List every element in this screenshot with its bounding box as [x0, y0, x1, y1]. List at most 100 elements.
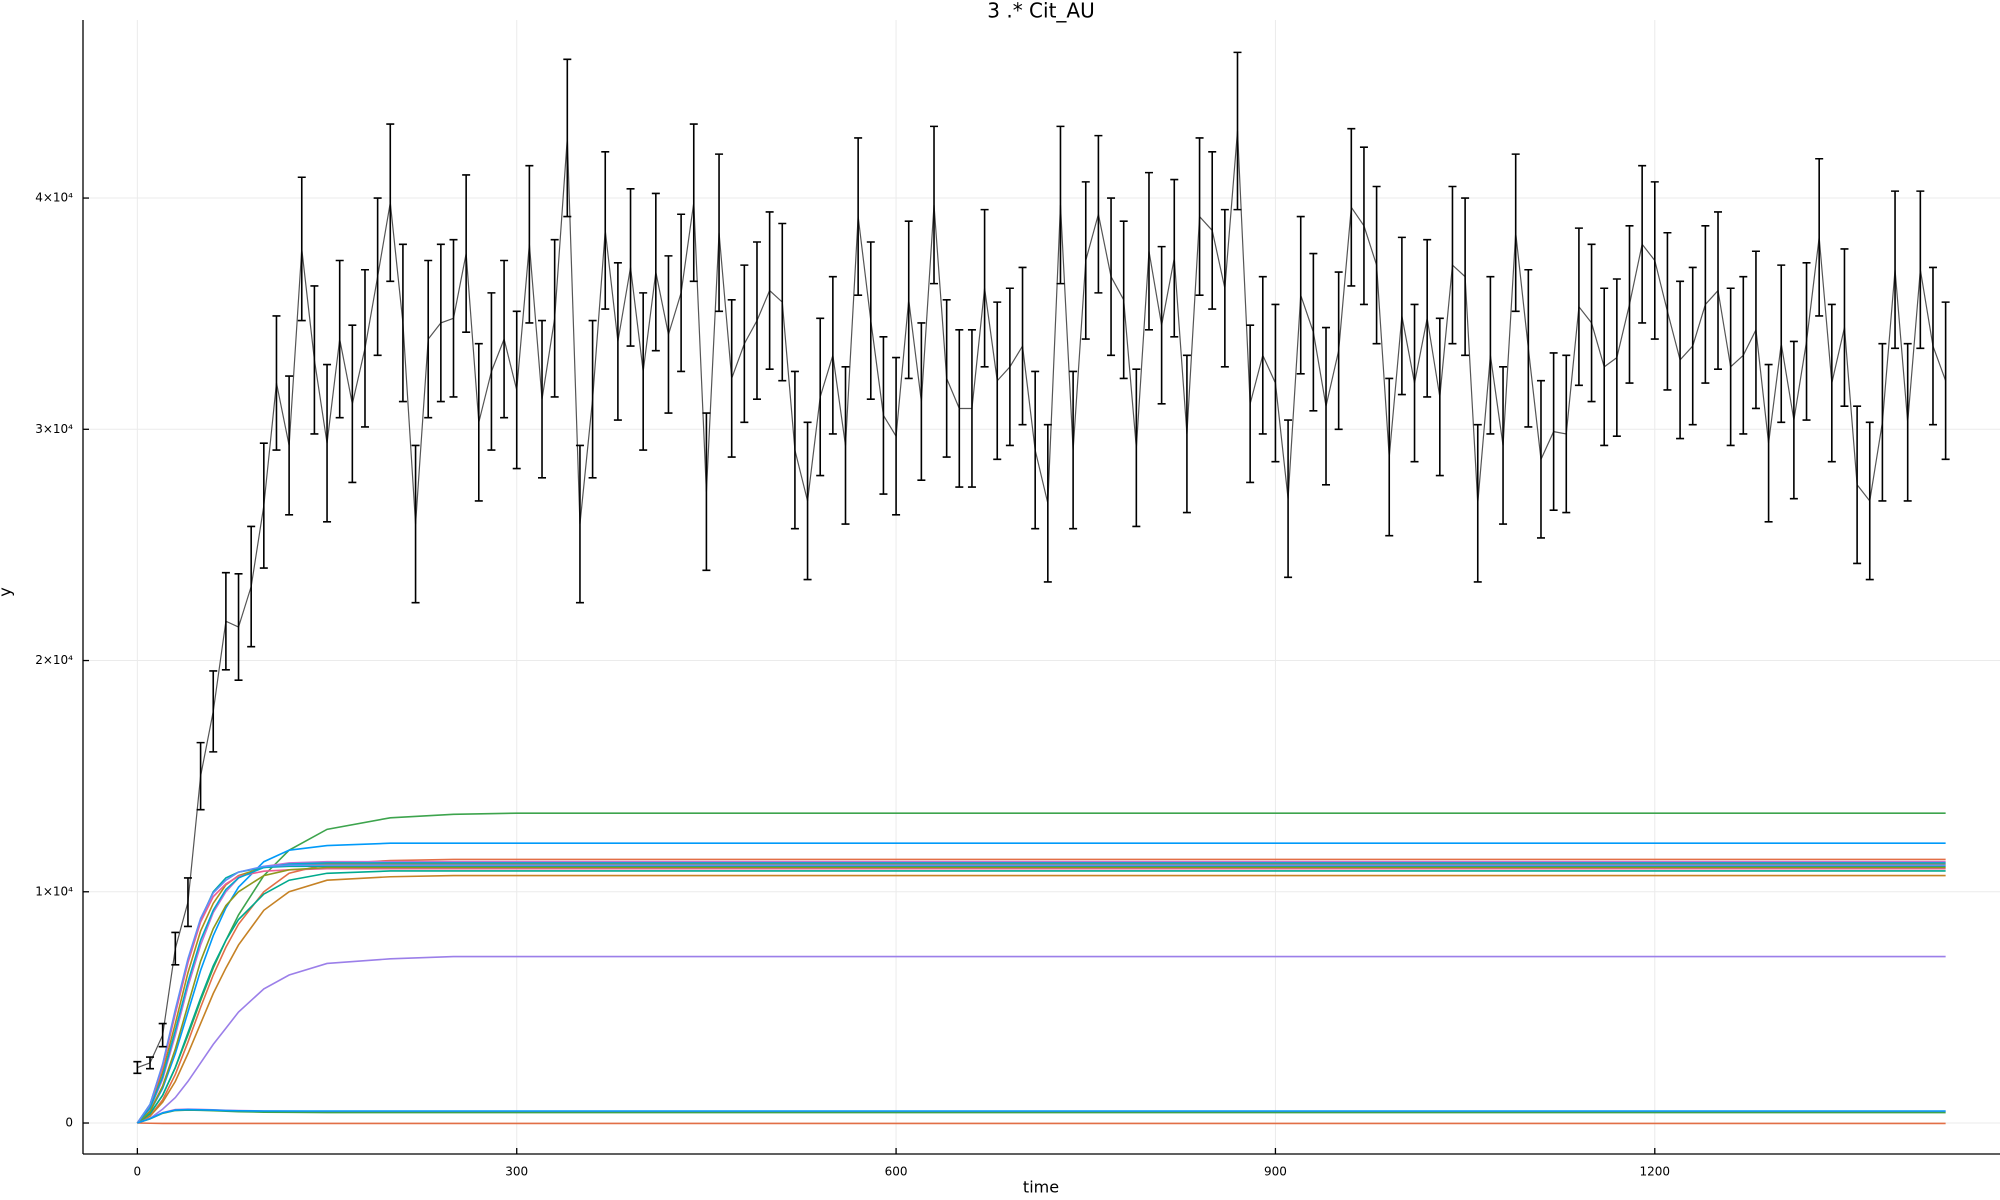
error-bar	[778, 222, 787, 382]
error-bar	[1081, 181, 1090, 340]
error-bar	[171, 931, 180, 966]
series-line	[137, 1109, 1946, 1124]
error-bar	[146, 1056, 155, 1070]
series-line	[136, 863, 1946, 1124]
error-bar	[1309, 252, 1318, 412]
error-bar	[1284, 419, 1293, 579]
error-bar	[790, 370, 799, 530]
error-bar	[1815, 157, 1824, 317]
error-bar	[1069, 370, 1078, 530]
error-bar	[1878, 342, 1887, 502]
error-bar	[1043, 423, 1052, 583]
error-bar	[335, 259, 344, 419]
error-bar	[1410, 303, 1419, 463]
error-bar	[1524, 268, 1533, 428]
x-tick-label: 1200	[1640, 1165, 1671, 1179]
error-bar	[474, 342, 483, 502]
error-bar	[752, 241, 761, 401]
error-bar	[1941, 301, 1950, 461]
error-bar	[373, 197, 382, 357]
error-bar	[209, 670, 218, 753]
error-bar	[259, 442, 268, 569]
series-line	[136, 865, 1946, 1124]
error-bar	[221, 571, 230, 671]
y-axis-label: y	[0, 587, 15, 596]
error-bar	[639, 292, 648, 451]
error-bar	[1536, 379, 1545, 539]
error-bar	[133, 1060, 142, 1075]
series-line	[136, 870, 1946, 1124]
error-bar	[942, 299, 951, 458]
error-bar	[980, 208, 989, 368]
error-bar	[1385, 377, 1394, 537]
error-bar	[158, 1022, 167, 1048]
error-bar	[1018, 266, 1027, 426]
y-tick-label: 1×10⁴	[35, 884, 73, 898]
error-bar	[348, 324, 357, 484]
error-bar	[1246, 324, 1255, 484]
error-bar	[272, 315, 281, 451]
error-bar	[297, 176, 306, 322]
error-bar	[575, 444, 584, 604]
error-bar	[841, 366, 850, 525]
error-bar	[626, 188, 635, 347]
error-bar	[1031, 370, 1040, 530]
error-bar	[1208, 151, 1217, 310]
error-bar	[1928, 266, 1937, 426]
error-bar	[1271, 303, 1280, 463]
error-bar	[1714, 211, 1723, 370]
error-bar	[550, 238, 559, 398]
error-bar	[1562, 354, 1571, 514]
error-bar	[234, 573, 243, 681]
x-tick-label: 600	[885, 1165, 908, 1179]
error-bar	[993, 301, 1002, 461]
error-bar	[1499, 366, 1508, 525]
error-bar	[601, 151, 610, 310]
error-bar	[1853, 405, 1862, 565]
chart-title: 3 .* Cit_AU	[987, 0, 1094, 23]
series-line	[136, 842, 1946, 1124]
error-bar	[1334, 271, 1343, 431]
error-bar	[1258, 275, 1267, 435]
error-bar	[1574, 227, 1583, 387]
error-bar	[1802, 262, 1811, 421]
error-bar	[1372, 185, 1381, 345]
error-bar	[1549, 352, 1558, 512]
error-bar	[1056, 125, 1065, 285]
error-bar	[879, 335, 888, 495]
error-bar	[247, 525, 256, 648]
error-bar	[1511, 153, 1520, 313]
series-line	[136, 858, 1946, 1124]
series-line	[136, 866, 1946, 1124]
error-bar	[613, 262, 622, 421]
error-bar	[1688, 266, 1697, 426]
series-line	[137, 955, 1946, 1124]
error-bar	[1233, 51, 1242, 211]
error-bar	[1600, 287, 1609, 447]
error-bar	[411, 444, 420, 604]
error-bar	[285, 375, 294, 516]
error-bar	[512, 310, 521, 470]
error-bar	[1435, 317, 1444, 477]
error-bar	[689, 123, 698, 283]
error-bar	[1296, 215, 1305, 375]
y-tick-label: 3×10⁴	[35, 422, 73, 436]
error-bar	[538, 319, 547, 479]
x-axis-label: time	[1023, 1178, 1059, 1197]
error-bar	[967, 329, 976, 488]
error-bar	[462, 174, 471, 333]
error-bar	[803, 421, 812, 581]
error-bar	[588, 319, 597, 479]
error-bar	[1612, 278, 1621, 438]
error-bar	[525, 164, 534, 324]
error-bar	[1157, 245, 1166, 405]
error-bar	[1865, 421, 1874, 581]
series-line	[136, 860, 1946, 1124]
error-bar	[904, 220, 913, 380]
y-tick-label: 0	[65, 1116, 73, 1130]
series-line	[136, 864, 1946, 1124]
error-bar	[386, 123, 395, 283]
error-bar	[1144, 171, 1153, 331]
error-bar	[1777, 264, 1786, 424]
error-bar	[854, 137, 863, 296]
